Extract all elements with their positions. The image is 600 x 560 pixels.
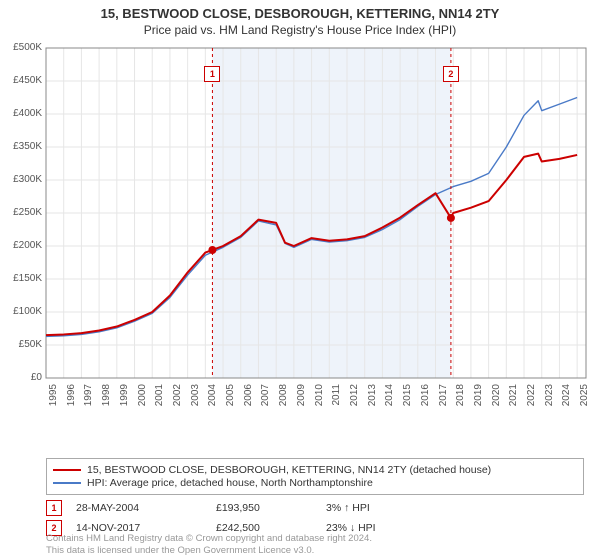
chart-svg (46, 48, 586, 418)
y-axis-label: £200K (2, 240, 42, 251)
y-axis-label: £300K (2, 174, 42, 185)
x-axis-label: 2015 (402, 384, 413, 412)
chart-title: 15, BESTWOOD CLOSE, DESBOROUGH, KETTERIN… (0, 0, 600, 21)
x-axis-label: 2007 (260, 384, 271, 412)
y-axis-label: £150K (2, 273, 42, 284)
footnote-line-2: This data is licensed under the Open Gov… (46, 545, 314, 556)
x-axis-label: 2018 (455, 384, 466, 412)
x-axis-label: 2005 (225, 384, 236, 412)
x-axis-label: 1995 (48, 384, 59, 412)
x-axis-label: 2010 (314, 384, 325, 412)
chart-container: { "title": "15, BESTWOOD CLOSE, DESBOROU… (0, 0, 600, 560)
sale-date: 14-NOV-2017 (76, 522, 216, 534)
legend-label: HPI: Average price, detached house, Nort… (87, 477, 373, 489)
x-axis-label: 2008 (278, 384, 289, 412)
x-axis-label: 2014 (384, 384, 395, 412)
x-axis-label: 1996 (66, 384, 77, 412)
sale-pct: 3% ↑ HPI (326, 502, 446, 514)
y-axis-label: £100K (2, 306, 42, 317)
x-axis-label: 2004 (207, 384, 218, 412)
sale-price: £242,500 (216, 522, 326, 534)
chart-subtitle: Price paid vs. HM Land Registry's House … (0, 21, 600, 37)
x-axis-label: 2025 (579, 384, 590, 412)
sale-row: 1 28-MAY-2004£193,9503% ↑ HPI (46, 500, 446, 516)
y-axis-label: £400K (2, 108, 42, 119)
legend-item: HPI: Average price, detached house, Nort… (53, 477, 577, 489)
x-axis-label: 1998 (101, 384, 112, 412)
x-axis-label: 2023 (544, 384, 555, 412)
legend-label: 15, BESTWOOD CLOSE, DESBOROUGH, KETTERIN… (87, 464, 491, 476)
sale-marker-1: 1 (204, 66, 220, 82)
y-axis-label: £450K (2, 75, 42, 86)
sale-pct: 23% ↓ HPI (326, 522, 446, 534)
x-axis-label: 2003 (190, 384, 201, 412)
x-axis-label: 2012 (349, 384, 360, 412)
x-axis-label: 2011 (331, 384, 342, 412)
x-axis-label: 2019 (473, 384, 484, 412)
sale-date: 28-MAY-2004 (76, 502, 216, 514)
y-axis-label: £0 (2, 372, 42, 383)
y-axis-label: £250K (2, 207, 42, 218)
x-axis-label: 2013 (367, 384, 378, 412)
legend-swatch (53, 482, 81, 483)
x-axis-label: 2009 (296, 384, 307, 412)
legend: 15, BESTWOOD CLOSE, DESBOROUGH, KETTERIN… (46, 458, 584, 495)
x-axis-label: 2022 (526, 384, 537, 412)
x-axis-label: 2016 (420, 384, 431, 412)
x-axis-label: 2017 (438, 384, 449, 412)
y-axis-label: £50K (2, 339, 42, 350)
x-axis-label: 1997 (83, 384, 94, 412)
x-axis-label: 2001 (154, 384, 165, 412)
x-axis-label: 2020 (491, 384, 502, 412)
x-axis-label: 1999 (119, 384, 130, 412)
sale-row-marker: 1 (46, 500, 62, 516)
x-axis-label: 2006 (243, 384, 254, 412)
footnote-line-1: Contains HM Land Registry data © Crown c… (46, 533, 372, 544)
legend-item: 15, BESTWOOD CLOSE, DESBOROUGH, KETTERIN… (53, 464, 577, 476)
footnote: Contains HM Land Registry data © Crown c… (46, 533, 372, 556)
x-axis-label: 2000 (137, 384, 148, 412)
chart-plot-area: £0£50K£100K£150K£200K£250K£300K£350K£400… (46, 48, 586, 418)
x-axis-label: 2024 (561, 384, 572, 412)
x-axis-label: 2021 (508, 384, 519, 412)
x-axis-label: 2002 (172, 384, 183, 412)
sale-price: £193,950 (216, 502, 326, 514)
y-axis-label: £350K (2, 141, 42, 152)
y-axis-label: £500K (2, 42, 42, 53)
legend-swatch (53, 469, 81, 472)
sale-marker-2: 2 (443, 66, 459, 82)
